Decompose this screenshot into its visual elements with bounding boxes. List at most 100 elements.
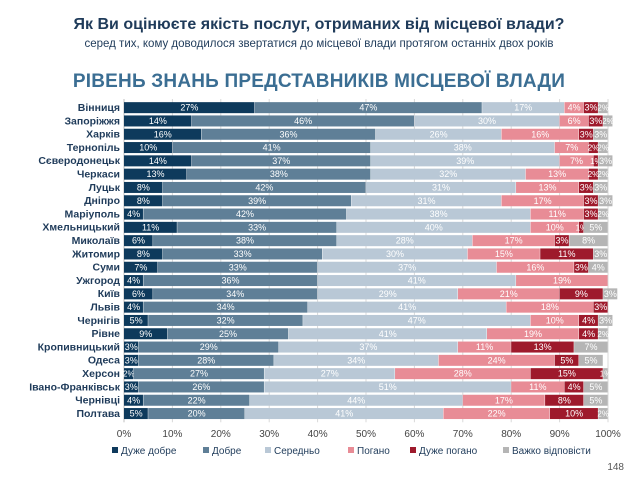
data-label: 10% [565,409,583,419]
data-label: 38% [270,169,288,179]
legend-swatch [503,447,509,453]
data-label: 3% [125,382,138,392]
bar-segment [143,275,318,287]
bar-segment [124,235,153,247]
data-label: 3% [604,289,617,299]
category-label: Миколаїв [72,235,121,247]
page-number: 148 [607,462,624,473]
bar-segment [583,102,598,114]
bar-segment [462,394,545,406]
data-label: 34% [217,302,235,312]
bar-segment [598,208,608,220]
data-label: 4% [127,302,140,312]
data-label: 39% [456,156,474,166]
data-label: 17% [495,395,513,405]
data-label: 11% [142,222,159,232]
bar-segment [317,261,497,273]
bar-segment [593,155,598,167]
bar-segment [598,168,608,180]
bar-segment [395,368,531,380]
data-label: 31% [417,196,435,206]
x-tick-label: 30% [259,429,279,440]
data-label: 13% [146,169,164,179]
bar-segment [574,261,589,273]
data-label: 6% [132,289,145,299]
data-label: 13% [548,169,566,179]
data-label: 8% [137,196,150,206]
x-tick-label: 10% [162,429,182,440]
category-label: Тернопіль [67,142,121,154]
data-label: 22% [488,409,506,419]
bar-segment [143,301,308,313]
bar-segment [124,275,143,287]
data-label: 2% [597,144,609,153]
data-label: 3% [594,249,607,259]
bar-segment [351,195,502,207]
bar-segment [564,381,584,393]
bar-segment [482,102,565,114]
bar-segment [438,354,555,366]
bar-segment [583,394,608,406]
category-label: Полтава [76,408,120,420]
category-label: Харків [86,129,120,141]
bar-segment [201,128,376,140]
data-label: 19% [553,276,571,286]
data-label: 7% [585,342,598,352]
bar-segment [593,248,608,260]
legend-label: Погано [357,446,390,457]
bar-segment [274,354,439,366]
bar-segment [569,235,608,247]
data-label: 3% [575,262,588,272]
bar-segment [443,408,550,420]
legend-label: Дуже добре [121,445,177,457]
data-label: 3% [599,156,612,166]
bar-segment [124,394,143,406]
data-label: 28% [396,236,414,246]
data-label: 6% [132,236,145,246]
bar-segment [264,381,511,393]
bar-segment [191,115,414,127]
data-label: 4% [582,315,595,325]
data-label: 3% [125,355,138,365]
bar-segment [549,408,598,420]
data-label: 10% [139,143,157,153]
bar-segment [249,394,463,406]
bar-segment [554,354,579,366]
bar-segment [530,314,579,326]
data-label: 3% [594,182,607,192]
data-label: 5% [589,395,602,405]
data-label: 42% [255,182,273,192]
data-label: 26% [430,129,448,139]
category-label: Маріуполь [64,208,120,220]
bar-segment [370,155,560,167]
data-label: 36% [221,276,239,286]
legend-label: Добре [212,445,242,457]
bar-segment [598,155,613,167]
x-tick-label: 0% [117,429,132,440]
data-label: 3% [585,103,598,113]
legend-swatch [410,447,416,453]
category-label: Запоріжжя [64,115,120,127]
data-label: 11% [529,382,546,392]
data-label: 6% [568,116,581,126]
bar-segment [336,235,473,247]
bar-segment [148,408,245,420]
bar-segment [588,115,603,127]
data-label: 30% [478,116,496,126]
x-tick-label: 20% [211,429,231,440]
data-label: 3% [580,129,593,139]
bar-segment [559,155,594,167]
data-label: 7% [134,262,147,272]
bar-segment [598,195,613,207]
bar-segment [588,168,598,180]
bar-segment [496,261,574,273]
data-label: 36% [280,129,298,139]
bar-segment [124,328,168,340]
legend-swatch [203,447,209,453]
data-label: 14% [149,116,167,126]
data-label: 2% [588,170,600,179]
bar-segment [370,168,526,180]
bar-segment [593,181,608,193]
data-label: 19% [524,329,542,339]
bar-segment [254,102,482,114]
